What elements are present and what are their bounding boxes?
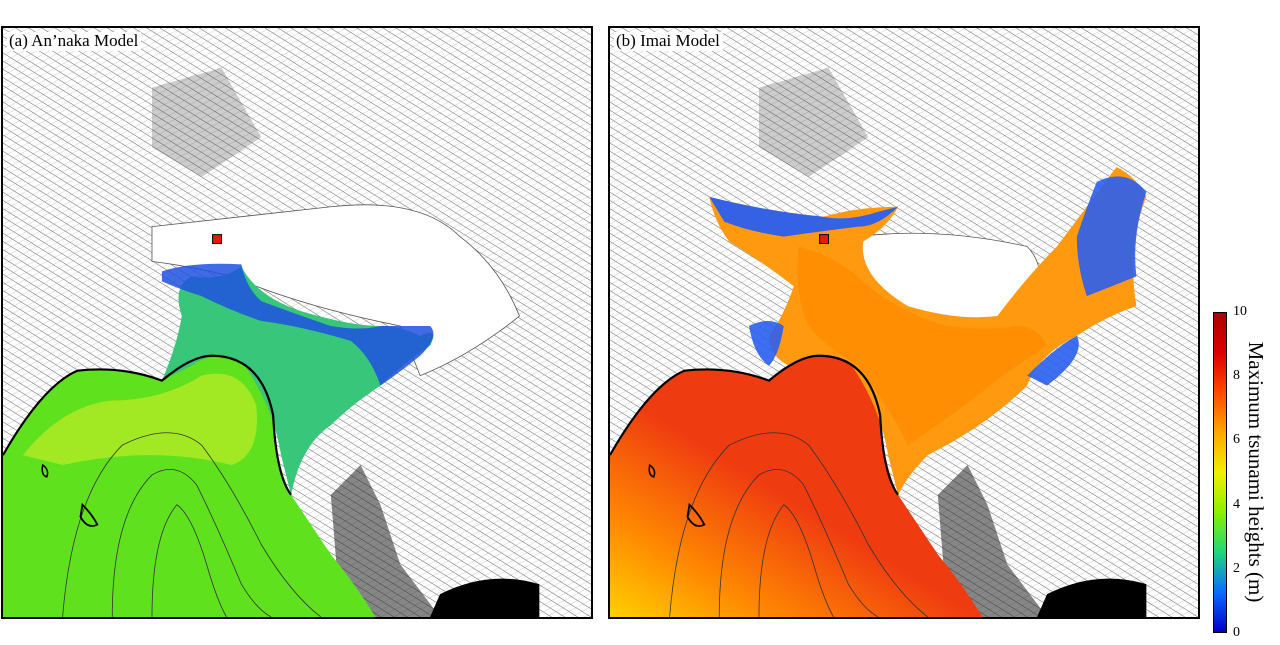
observation-point-marker [212,234,223,245]
map-imai [610,28,1198,617]
observation-point-marker [819,234,830,245]
sea-region [610,345,983,617]
colorbar [1213,312,1227,633]
colorbar-tick-label: 2 [1233,561,1240,576]
map-anaka [3,28,591,617]
colorbar-tick-label: 0 [1233,625,1240,640]
colorbar-tick-label: 8 [1233,368,1240,383]
map-panel-imai: (b) Imai Model [608,26,1200,619]
panel-title: (b) Imai Model [614,32,723,51]
map-panel-anaka: (a) An’naka Model [1,26,593,619]
colorbar-tick-label: 6 [1233,432,1240,447]
colorbar-tick-label: 10 [1233,304,1247,319]
panel-title: (a) An’naka Model [7,32,142,51]
colorbar-label: Maximum tsunami heights (m) [1244,341,1268,603]
colorbar-tick-label: 4 [1233,497,1240,512]
